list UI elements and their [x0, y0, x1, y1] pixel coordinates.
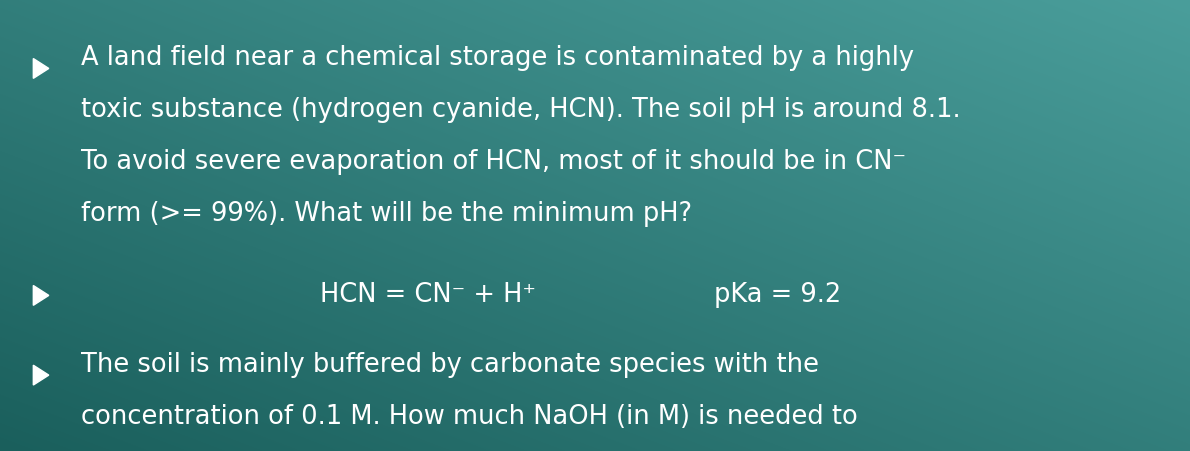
Text: pKa = 9.2: pKa = 9.2 — [714, 282, 841, 308]
Text: toxic substance (hydrogen cyanide, HCN). The soil pH is around 8.1.: toxic substance (hydrogen cyanide, HCN).… — [81, 97, 960, 123]
Text: To avoid severe evaporation of HCN, most of it should be in CN⁻: To avoid severe evaporation of HCN, most… — [81, 149, 906, 175]
Text: concentration of 0.1 M. How much NaOH (in M) is needed to: concentration of 0.1 M. How much NaOH (i… — [81, 404, 858, 430]
Text: HCN = CN⁻ + H⁺: HCN = CN⁻ + H⁺ — [320, 282, 537, 308]
Text: The soil is mainly buffered by carbonate species with the: The soil is mainly buffered by carbonate… — [81, 352, 819, 378]
Polygon shape — [33, 365, 49, 385]
Polygon shape — [33, 285, 49, 305]
Text: A land field near a chemical storage is contaminated by a highly: A land field near a chemical storage is … — [81, 45, 914, 71]
Text: form (>= 99%). What will be the minimum pH?: form (>= 99%). What will be the minimum … — [81, 201, 691, 227]
Polygon shape — [33, 59, 49, 78]
